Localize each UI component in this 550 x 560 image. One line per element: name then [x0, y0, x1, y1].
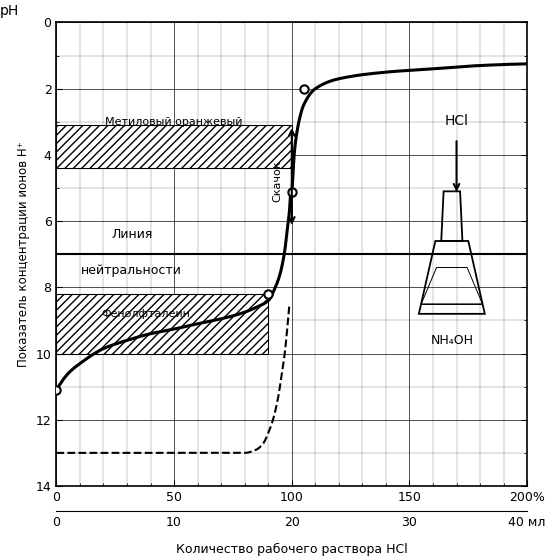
Text: Скачок: Скачок: [273, 161, 283, 202]
X-axis label: Количество рабочего раствора HCl: Количество рабочего раствора HCl: [176, 543, 408, 556]
Text: Фенолфталеин: Фенолфталеин: [101, 309, 190, 319]
Bar: [57, 294, 268, 353]
Text: pH: pH: [0, 4, 19, 18]
Text: HCl: HCl: [444, 114, 469, 128]
Y-axis label: Показатель концентрации ионов H⁺: Показатель концентрации ионов H⁺: [17, 141, 30, 367]
Bar: [57, 125, 292, 168]
Text: NH₄OH: NH₄OH: [430, 334, 474, 347]
Text: Линия: Линия: [111, 228, 152, 241]
Text: Метиловый оранжевый: Метиловый оранжевый: [106, 117, 243, 127]
Text: нейтральности: нейтральности: [81, 264, 182, 277]
